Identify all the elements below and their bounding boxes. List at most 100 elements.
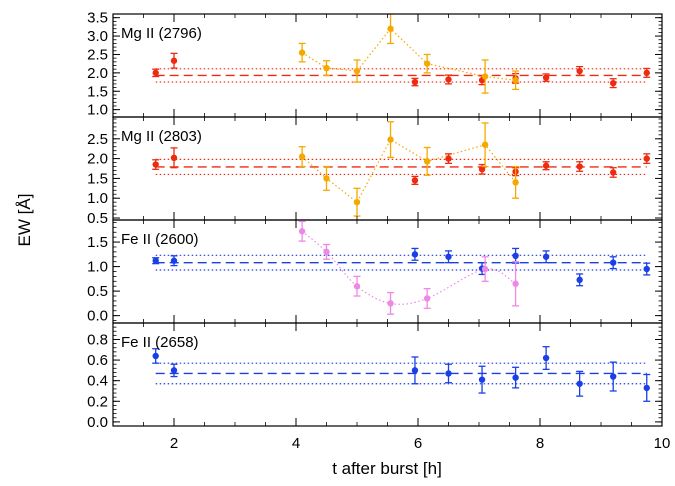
data-point xyxy=(610,373,617,380)
data-point xyxy=(353,67,361,75)
y-tick-label: 1.5 xyxy=(87,83,108,100)
panel-label: Fe II (2600) xyxy=(121,231,199,248)
series-blue xyxy=(152,247,651,287)
data-point xyxy=(478,376,486,383)
data-point xyxy=(512,252,519,260)
panel-3: 0.0 0.5 1.0 1.5 Fe II (2600) xyxy=(87,219,663,325)
data-point xyxy=(152,161,159,168)
y-tick-label: 1.0 xyxy=(87,190,108,207)
y-tick-label: 1.0 xyxy=(87,259,108,276)
y-tick-label: 1.5 xyxy=(87,234,108,251)
data-point xyxy=(323,64,330,72)
data-point xyxy=(170,57,178,64)
data-point xyxy=(512,280,519,287)
y-tick-label: 0.5 xyxy=(87,210,108,227)
data-point xyxy=(445,253,452,260)
y-tick-label: 2.0 xyxy=(87,151,108,168)
panel-4: 0.0 0.2 0.4 0.6 0.8 Fe II (2658) xyxy=(87,322,663,431)
data-point xyxy=(298,228,306,235)
data-point xyxy=(152,69,159,77)
data-point xyxy=(323,248,330,256)
data-point xyxy=(411,78,419,86)
data-point xyxy=(542,253,550,260)
data-point xyxy=(576,380,583,387)
panel-label: Mg II (2803) xyxy=(121,128,202,145)
y-tick-label: 2.0 xyxy=(87,65,108,82)
data-point xyxy=(152,257,159,264)
series-blue xyxy=(152,346,651,402)
data-point xyxy=(298,49,306,56)
data-point xyxy=(576,276,583,284)
x-axis-title: t after burst [h] xyxy=(332,459,442,478)
data-point xyxy=(576,163,583,170)
series-orange xyxy=(298,14,520,94)
data-point xyxy=(576,67,583,75)
panel-label: Mg II (2796) xyxy=(121,25,202,42)
series-red xyxy=(152,52,651,89)
series-orange xyxy=(298,121,520,217)
data-point xyxy=(298,153,306,160)
data-point xyxy=(445,370,452,377)
data-point xyxy=(423,295,431,302)
x-tick-label: 10 xyxy=(654,435,671,452)
panel-1: 1.0 1.52.0 2.53.03.5 Mg II (2796) xyxy=(87,10,663,119)
y-tick-label: 1.0 xyxy=(87,102,108,119)
series-pink xyxy=(298,220,520,315)
data-point xyxy=(152,352,159,360)
y-tick-label: 2.5 xyxy=(87,131,108,148)
data-point xyxy=(387,136,394,143)
data-point xyxy=(423,158,431,165)
data-point xyxy=(643,155,650,162)
y-axis-title: EW [Å] xyxy=(15,194,34,247)
data-point xyxy=(353,198,361,206)
y-tick-label: 0.0 xyxy=(87,414,108,431)
data-point xyxy=(170,257,178,264)
y-tick-label: 0.2 xyxy=(87,393,108,410)
data-point xyxy=(610,259,617,266)
x-tick-label: 8 xyxy=(536,435,544,452)
y-tick-label: 0.4 xyxy=(87,373,108,390)
x-tick-label: 6 xyxy=(414,435,422,452)
x-tick-label: 2 xyxy=(170,435,178,452)
data-point xyxy=(411,367,419,374)
data-point xyxy=(423,60,431,67)
panel-2: 0.5 1.0 1.5 2.0 2.5 Mg II (2803) xyxy=(87,116,663,227)
data-point xyxy=(512,374,519,381)
series-connector xyxy=(301,27,516,81)
y-tick-label: 2.5 xyxy=(87,46,108,63)
data-point xyxy=(512,77,519,84)
data-point xyxy=(610,79,617,87)
data-point xyxy=(170,367,178,374)
y-tick-label: 0.0 xyxy=(87,308,108,325)
data-point xyxy=(481,265,489,273)
x-tick-label: 4 xyxy=(292,435,300,452)
data-point xyxy=(170,154,178,162)
data-point xyxy=(643,69,650,77)
data-point xyxy=(610,169,617,176)
data-point xyxy=(387,300,394,307)
y-tick-label: 3.0 xyxy=(87,28,108,45)
data-point xyxy=(643,384,650,392)
y-tick-label: 0.5 xyxy=(87,283,108,300)
data-point xyxy=(478,166,486,173)
data-point xyxy=(512,179,519,186)
data-point xyxy=(353,283,361,290)
data-point xyxy=(411,251,419,258)
data-point xyxy=(643,265,650,273)
data-point xyxy=(323,175,330,182)
data-point xyxy=(542,354,550,362)
data-point xyxy=(542,74,550,81)
data-point xyxy=(411,177,419,184)
data-point xyxy=(387,25,394,32)
data-point xyxy=(445,76,452,83)
data-point xyxy=(481,141,489,148)
y-tick-label: 0.6 xyxy=(87,352,108,369)
panel-label: Fe II (2658) xyxy=(121,334,199,351)
y-tick-label: 1.5 xyxy=(87,170,108,187)
series-red xyxy=(152,147,651,185)
panels: 1.01.52.02.53.03.5Mg II (2796)0.51.01.52… xyxy=(87,10,670,452)
data-point xyxy=(542,162,550,169)
y-tick-label: 0.8 xyxy=(87,331,108,348)
data-point xyxy=(445,155,452,162)
